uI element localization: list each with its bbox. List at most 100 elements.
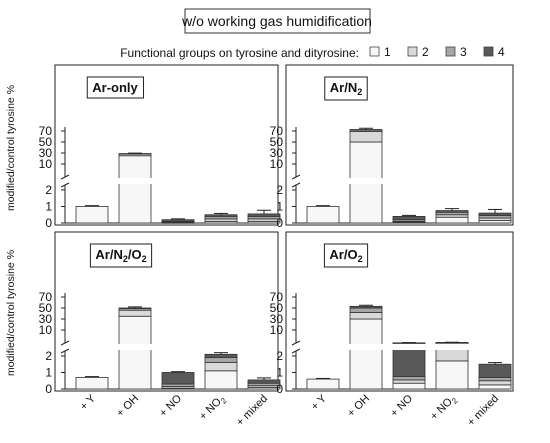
axis-break-mark	[291, 182, 301, 188]
y-tick-label: 70	[39, 124, 53, 138]
bar-break	[118, 344, 152, 350]
bar-+ NO	[392, 214, 426, 224]
figure-title: w/o working gas humidification	[181, 13, 372, 29]
y-tick-label: 0	[276, 382, 283, 396]
y-tick-label: 30	[270, 146, 284, 160]
y-axis-label-bottom: modified/control tyrosine %	[5, 250, 17, 376]
bar-segment-2	[349, 131, 383, 143]
legend-label: 1	[384, 45, 391, 59]
bar-segment-1	[75, 377, 109, 390]
bar-+ Y	[75, 205, 109, 224]
bar-segment-2	[204, 362, 238, 372]
y-tick-label: 10	[270, 157, 284, 171]
axis-break-mark	[291, 174, 301, 180]
bar-segment-4	[349, 305, 383, 309]
legend-item-4: 4	[483, 45, 505, 59]
axis-break-mark	[60, 340, 70, 346]
panel-title-box	[324, 76, 368, 101]
bar-+ Y	[306, 377, 340, 390]
bar-break	[435, 344, 469, 350]
legend-item-2: 2	[407, 45, 429, 59]
bar-+ NO	[161, 218, 195, 224]
bar-+ NO2	[435, 341, 469, 390]
legend-swatch	[445, 46, 456, 57]
bar-segment-4	[161, 372, 195, 385]
axis-break-mark	[60, 348, 70, 354]
y-tick-label: 1	[276, 199, 283, 213]
bar-segment-2	[118, 309, 152, 317]
y-tick-label: 1	[276, 365, 283, 379]
bar-+ OH	[349, 304, 383, 390]
x-tick-label: + mixed	[234, 393, 270, 429]
bar-segment-1	[118, 155, 152, 224]
bar-+ NO	[161, 371, 195, 390]
panel-title-box	[89, 243, 153, 268]
y-tick-label: 50	[39, 301, 53, 315]
panel-title: Ar/N2	[330, 80, 362, 97]
legend-swatch	[407, 46, 418, 57]
bar-segment-1	[392, 382, 426, 390]
x-tick-label: + NO2	[428, 392, 460, 424]
bar-+ mixed	[478, 362, 512, 390]
bar-+ mixed	[247, 377, 281, 390]
legend-item-3: 3	[445, 45, 467, 59]
bar-+ OH	[349, 127, 383, 224]
bar-segment-3	[392, 376, 426, 381]
x-tick-label: + NO2	[197, 392, 229, 424]
x-tick-label: + Y	[309, 392, 330, 413]
y-tick-label: 50	[270, 301, 284, 315]
bar-segment-4	[478, 363, 512, 378]
y-tick-label: 2	[45, 349, 52, 363]
bar-segment-4	[161, 219, 195, 222]
bar-segment-3	[478, 377, 512, 382]
bar-+ Y	[75, 376, 109, 390]
y-axis-label-top: modified/control tyrosine %	[5, 85, 17, 211]
bar-+ NO	[392, 342, 426, 390]
bar-segment-4	[204, 214, 238, 217]
legend-item-1: 1	[369, 45, 391, 59]
y-tick-label: 2	[276, 183, 283, 197]
bar-segment-1	[118, 315, 152, 390]
bar-segment-4	[247, 379, 281, 384]
bar-segment-1	[435, 216, 469, 224]
y-tick-label: 30	[39, 146, 53, 160]
bar-+ OH	[118, 306, 152, 390]
x-tick-label: + NO	[157, 392, 184, 419]
y-tick-label: 50	[270, 135, 284, 149]
y-tick-label: 1	[45, 199, 52, 213]
bar-+ NO2	[204, 352, 238, 390]
panel-frame	[54, 231, 279, 392]
bar-segment-4	[204, 353, 238, 359]
bar-+ NO2	[204, 212, 238, 224]
axis-break-mark	[291, 348, 301, 354]
y-tick-label: 0	[276, 216, 283, 230]
x-tick-label: + OH	[345, 393, 372, 420]
x-tick-label: + OH	[114, 393, 141, 420]
bar-break	[349, 344, 383, 350]
legend-swatch	[369, 46, 380, 57]
y-tick-label: 0	[45, 216, 52, 230]
bar-segment-4	[118, 307, 152, 310]
y-tick-label: 70	[270, 290, 284, 304]
legend-title: Functional groups on tyrosine and dityro…	[120, 46, 359, 60]
bar-break	[118, 178, 152, 184]
legend-swatch	[483, 46, 494, 57]
bar-segment-1	[204, 370, 238, 390]
legend-label: 4	[498, 45, 505, 59]
bar-segment-4	[478, 212, 512, 216]
y-tick-label: 30	[270, 312, 284, 326]
y-tick-label: 70	[39, 290, 53, 304]
bar-segment-1	[306, 378, 340, 390]
legend: Functional groups on tyrosine and dityro…	[120, 45, 505, 60]
bar-segment-2	[392, 379, 426, 384]
bar-segment-3	[204, 357, 238, 363]
y-tick-label: 0	[45, 382, 52, 396]
legend-label: 2	[422, 45, 429, 59]
y-tick-label: 1	[45, 365, 52, 379]
bar-segment-2	[478, 380, 512, 386]
bar-segment-1	[349, 318, 383, 390]
panel-title: Ar-only	[92, 80, 138, 95]
panel-frame	[285, 64, 514, 226]
